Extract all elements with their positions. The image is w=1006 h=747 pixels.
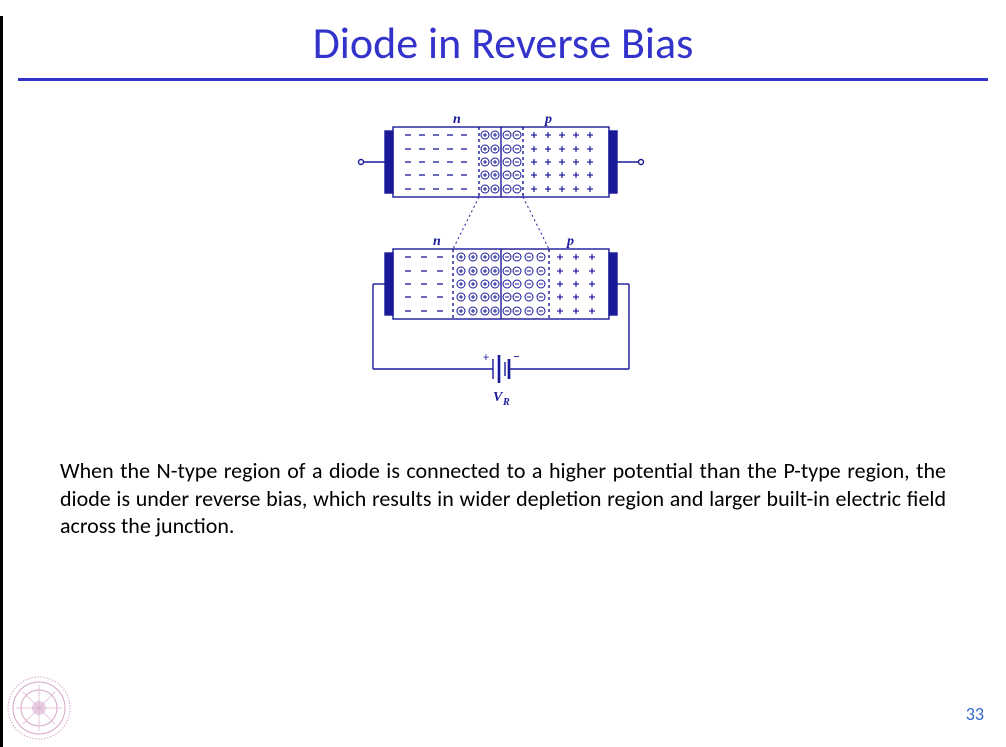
battery-plus: + bbox=[483, 351, 489, 365]
reverse-bias-diagram: n p bbox=[323, 109, 683, 429]
battery-label-sub: R bbox=[502, 397, 510, 408]
slide-title: Diode in Reverse Bias bbox=[0, 16, 1006, 70]
title-underline bbox=[18, 78, 988, 81]
battery-minus: − bbox=[513, 348, 520, 365]
diagram-container: n p bbox=[0, 109, 1006, 429]
body-paragraph: When the N-type region of a diode is con… bbox=[60, 457, 946, 540]
page-number: 33 bbox=[966, 703, 984, 725]
label-n-top: n bbox=[453, 112, 461, 127]
label-p-bottom: p bbox=[566, 234, 574, 249]
label-p-top: p bbox=[544, 112, 552, 127]
university-seal-icon bbox=[6, 675, 72, 741]
label-n-bottom: n bbox=[433, 234, 441, 249]
